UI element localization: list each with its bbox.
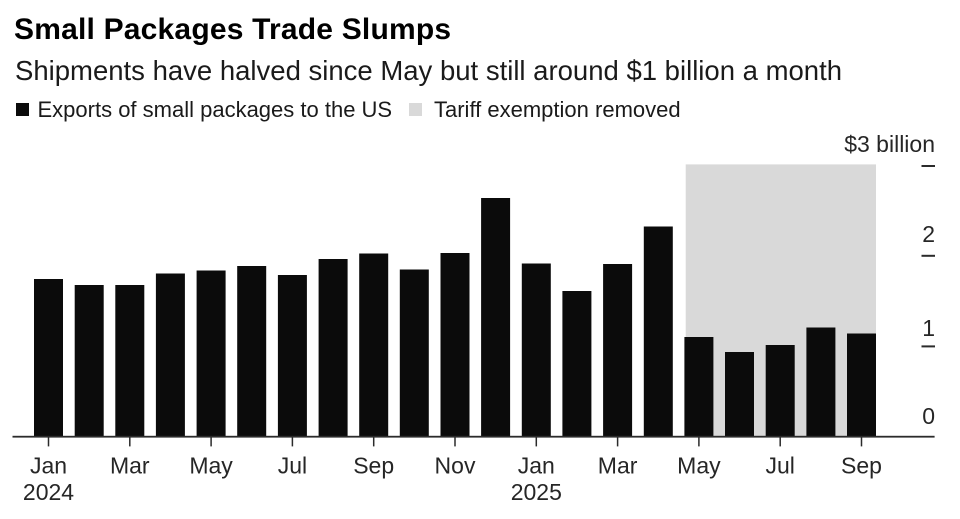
svg-text:0: 0 bbox=[922, 403, 935, 429]
svg-text:May: May bbox=[677, 453, 721, 479]
svg-text:Jul: Jul bbox=[278, 453, 307, 479]
svg-text:2025: 2025 bbox=[511, 479, 562, 505]
svg-text:Tariff exemption removed: Tariff exemption removed bbox=[434, 97, 681, 122]
svg-text:Nov: Nov bbox=[435, 453, 476, 479]
svg-text:Mar: Mar bbox=[110, 453, 150, 479]
svg-text:May: May bbox=[189, 453, 233, 479]
svg-text:Shipments have halved since Ma: Shipments have halved since May but stil… bbox=[15, 55, 842, 86]
svg-text:Small Packages Trade Slumps: Small Packages Trade Slumps bbox=[14, 13, 451, 46]
svg-text:2024: 2024 bbox=[23, 479, 74, 505]
svg-text:1: 1 bbox=[922, 315, 935, 341]
svg-text:Jul: Jul bbox=[765, 453, 794, 479]
svg-text:$3 billion: $3 billion bbox=[844, 131, 935, 157]
svg-text:Jan: Jan bbox=[30, 453, 67, 479]
svg-text:Sep: Sep bbox=[841, 453, 882, 479]
svg-text:Jan: Jan bbox=[518, 453, 555, 479]
svg-text:2: 2 bbox=[922, 221, 935, 247]
svg-text:Sep: Sep bbox=[353, 453, 394, 479]
svg-text:Exports of small packages to t: Exports of small packages to the US bbox=[38, 97, 393, 122]
svg-text:Mar: Mar bbox=[598, 453, 638, 479]
